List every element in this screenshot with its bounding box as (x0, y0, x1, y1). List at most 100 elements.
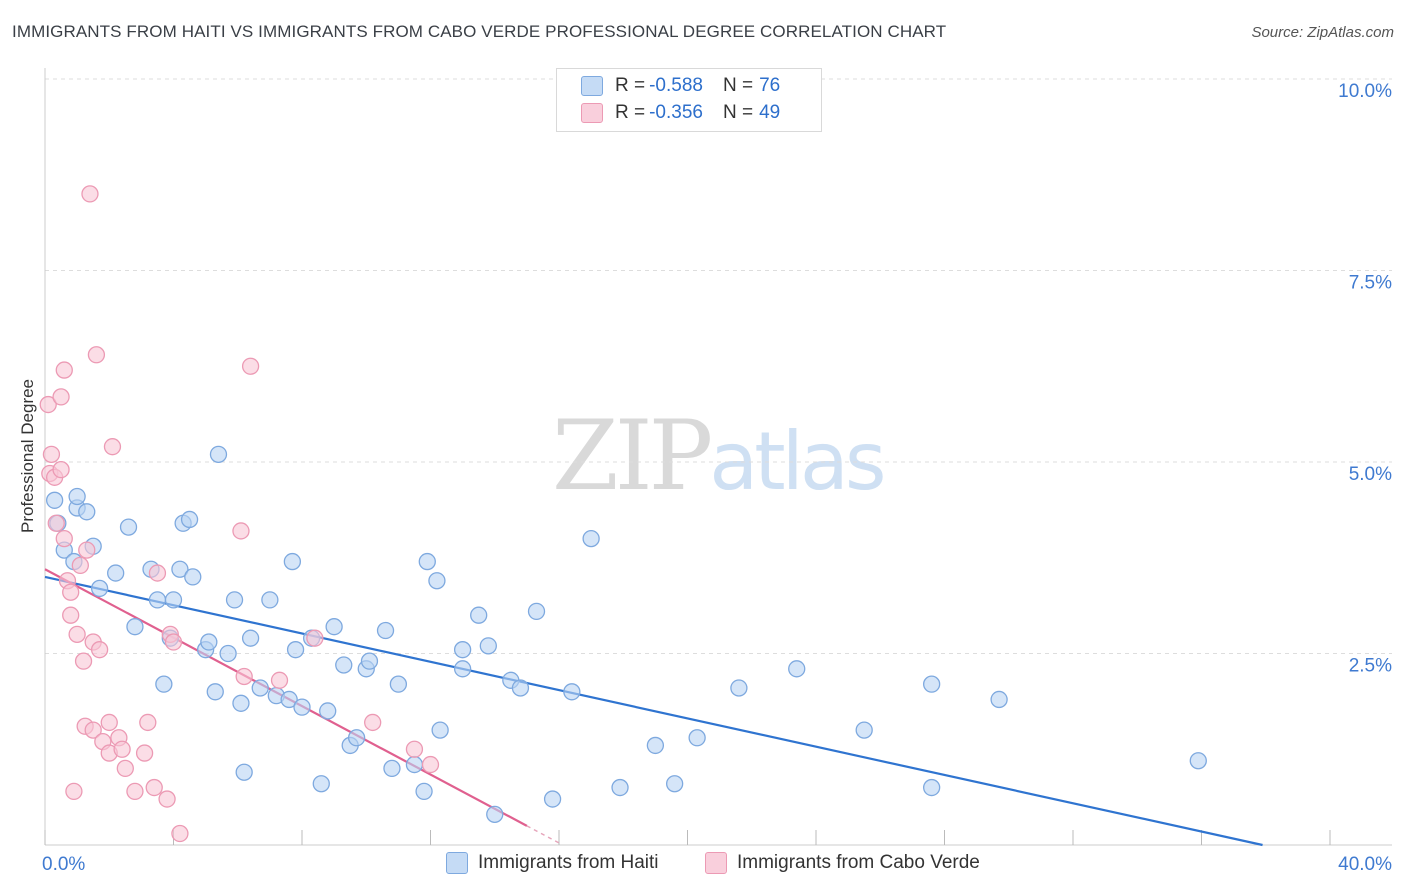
x-tick-label: 40.0% (1338, 854, 1392, 875)
point-haiti (486, 805, 504, 824)
point-cabo-verde (71, 556, 89, 575)
point-haiti (241, 629, 260, 647)
point-cabo-verde (84, 721, 102, 739)
point-cabo-verde (42, 445, 61, 463)
point-cabo-verde (52, 461, 70, 479)
point-haiti (261, 591, 279, 609)
point-cabo-verde (158, 790, 176, 808)
point-haiti (126, 618, 144, 636)
point-haiti (232, 694, 250, 712)
point-haiti (646, 736, 665, 755)
y-tick-label: 2.5% (1349, 656, 1392, 677)
point-haiti (990, 690, 1008, 709)
point-cabo-verde (164, 633, 183, 651)
point-haiti (280, 690, 298, 709)
point-cabo-verde (405, 740, 424, 758)
chart-title: IMMIGRANTS FROM HAITI VS IMMIGRANTS FROM… (12, 22, 947, 41)
point-haiti (923, 675, 941, 693)
point-haiti (1189, 752, 1207, 770)
point-haiti (335, 656, 353, 674)
point-haiti (148, 591, 167, 609)
point-cabo-verde (87, 346, 106, 364)
point-cabo-verde (62, 606, 80, 624)
point-haiti (107, 564, 125, 582)
point-haiti (688, 729, 706, 747)
point-haiti (563, 683, 581, 701)
point-cabo-verde (139, 713, 157, 732)
stats-legend: R = -0.588 N = 76 R = -0.356 N = 49 (556, 68, 822, 132)
point-cabo-verde (270, 671, 289, 689)
point-cabo-verde (74, 652, 93, 670)
legend-swatch-haiti (446, 852, 468, 874)
point-haiti (206, 683, 224, 701)
point-cabo-verde (235, 667, 253, 686)
legend-label-haiti: Immigrants from Haiti (478, 852, 659, 873)
trend-line-haiti (44, 575, 1263, 847)
point-haiti (923, 778, 941, 797)
point-haiti (164, 591, 183, 609)
point-haiti (389, 675, 408, 693)
point-haiti (283, 552, 302, 571)
point-haiti (225, 591, 244, 609)
point-cabo-verde (148, 564, 167, 582)
trend-line-cabo-verde-extension (526, 825, 560, 844)
point-cabo-verde (68, 625, 86, 643)
n-label: N = (722, 102, 754, 123)
point-haiti (479, 637, 497, 655)
point-haiti (219, 644, 237, 663)
point-haiti (360, 652, 379, 670)
point-cabo-verde (232, 522, 250, 540)
point-haiti (611, 778, 629, 797)
point-haiti (855, 721, 873, 739)
point-haiti (383, 759, 401, 778)
point-haiti (415, 782, 433, 801)
point-cabo-verde (116, 759, 134, 778)
point-haiti (543, 790, 562, 808)
legend-swatch-cabo-verde (581, 103, 603, 123)
point-haiti (184, 568, 202, 586)
point-haiti (286, 641, 305, 659)
point-cabo-verde (47, 514, 65, 532)
point-haiti (78, 503, 96, 521)
source-credit: Source: ZipAtlas.com (1251, 24, 1394, 41)
legend-row-haiti: R = -0.588 N = 76 (581, 73, 780, 99)
point-haiti (788, 660, 806, 678)
watermark-zip: ZIP (552, 400, 713, 512)
n-value: 76 (759, 75, 781, 96)
n-label: N = (722, 75, 754, 96)
point-haiti (418, 552, 436, 571)
point-haiti (200, 633, 218, 651)
point-haiti (511, 679, 530, 697)
legend-swatch-cabo-verde (705, 852, 727, 874)
point-haiti (376, 621, 395, 640)
point-haiti (68, 487, 86, 506)
point-haiti (235, 763, 253, 781)
point-haiti (325, 618, 343, 636)
axes (44, 68, 1392, 846)
data-points (39, 185, 1207, 843)
point-haiti (312, 775, 330, 793)
point-cabo-verde (135, 744, 154, 762)
point-cabo-verde (421, 755, 440, 774)
point-cabo-verde (171, 824, 189, 843)
point-cabo-verde (55, 529, 73, 548)
point-haiti (730, 679, 748, 697)
point-haiti (431, 721, 449, 739)
point-haiti (171, 560, 189, 578)
point-haiti (180, 510, 199, 529)
series-legend-cabo-verde: Immigrants from Cabo Verde (705, 852, 980, 874)
point-cabo-verde (126, 782, 144, 801)
point-cabo-verde (113, 740, 131, 758)
point-haiti (666, 775, 684, 793)
point-haiti (453, 660, 472, 678)
legend-label-cabo-verde: Immigrants from Cabo Verde (737, 852, 980, 873)
r-value: -0.356 (649, 102, 703, 123)
tick-labels: 2.5% 5.0% 7.5% 10.0% 0.0% 40.0% (42, 81, 1392, 875)
point-cabo-verde (62, 583, 80, 601)
point-cabo-verde (241, 357, 260, 375)
series-legend-haiti: Immigrants from Haiti (446, 852, 659, 874)
point-cabo-verde (145, 778, 163, 797)
r-label: R = (615, 102, 646, 123)
r-value: -0.588 (649, 75, 703, 96)
